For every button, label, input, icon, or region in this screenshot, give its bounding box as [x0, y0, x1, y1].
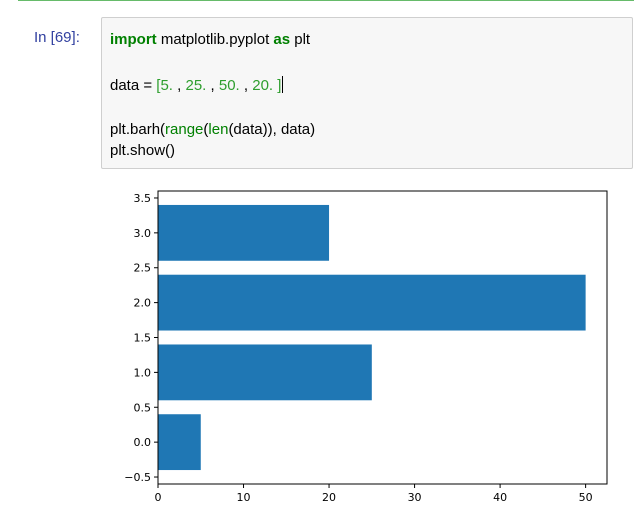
alias-name: plt — [290, 31, 311, 48]
bar-0 — [158, 414, 201, 471]
x-tick-label: 0 — [155, 491, 162, 504]
code-line-4: plt.show() — [110, 142, 176, 159]
x-tick-label: 40 — [493, 491, 507, 504]
bar-2 — [158, 274, 586, 331]
input-prompt: In [69]: — [34, 29, 80, 46]
value-3: 50. — [218, 77, 240, 94]
x-tick-label: 50 — [579, 491, 593, 504]
code-line-2: data = [5. , 25. , 50. , 20. ] — [110, 76, 284, 94]
builtin-range: range — [165, 121, 204, 138]
cell-output: −0.5 0.0 0.5 1.0 1.5 2.0 2.5 3.0 3.5 0 10 20 30 40 50 — [0, 170, 634, 520]
keyword-as: as — [273, 31, 291, 48]
y-tick-label: 3.0 — [134, 227, 152, 240]
code-line-3: plt.barh(range(len(data)), data) — [110, 121, 315, 138]
assign-lhs: data = — [110, 77, 157, 94]
call-barh: plt.barh( — [110, 121, 166, 138]
x-tick-label: 30 — [408, 491, 422, 504]
bar-3 — [158, 204, 330, 261]
builtin-len: len — [208, 121, 229, 138]
cell-border — [18, 0, 634, 11]
value-2: 25. — [185, 77, 207, 94]
y-tick-label: 1.5 — [134, 332, 152, 345]
paren: ( — [203, 121, 209, 138]
code-editor[interactable]: import matplotlib.pyplot as plt data = [… — [101, 17, 633, 169]
y-tick-label: 2.0 — [134, 297, 152, 310]
separator-3: , — [239, 77, 253, 94]
y-tick-label: 2.5 — [134, 262, 152, 275]
bar-1 — [158, 344, 372, 401]
value-4: 20. — [252, 77, 274, 94]
separator-2: , — [206, 77, 219, 94]
barh-chart: −0.5 0.0 0.5 1.0 1.5 2.0 2.5 3.0 3.5 0 10 20 30 40 50 — [124, 190, 608, 504]
x-tick-label: 20 — [322, 491, 336, 504]
separator-1: , — [172, 77, 186, 94]
x-tick-label: 10 — [237, 491, 251, 504]
text-cursor — [282, 76, 284, 93]
y-tick-label: 0.5 — [134, 401, 152, 414]
value-1: 5. — [160, 77, 173, 94]
y-tick-label: 1.0 — [134, 366, 152, 379]
call-args: (data)), data) — [228, 121, 316, 138]
y-tick-label: 3.5 — [134, 192, 152, 205]
open-bracket: [ — [156, 77, 161, 94]
keyword-import: import — [110, 31, 157, 48]
y-tick-label: 0.0 — [134, 436, 152, 449]
code-line-1: import matplotlib.pyplot as plt — [110, 31, 310, 48]
y-tick-label: −0.5 — [124, 471, 151, 484]
close-bracket: ] — [273, 77, 282, 94]
module-name: matplotlib.pyplot — [156, 31, 274, 48]
